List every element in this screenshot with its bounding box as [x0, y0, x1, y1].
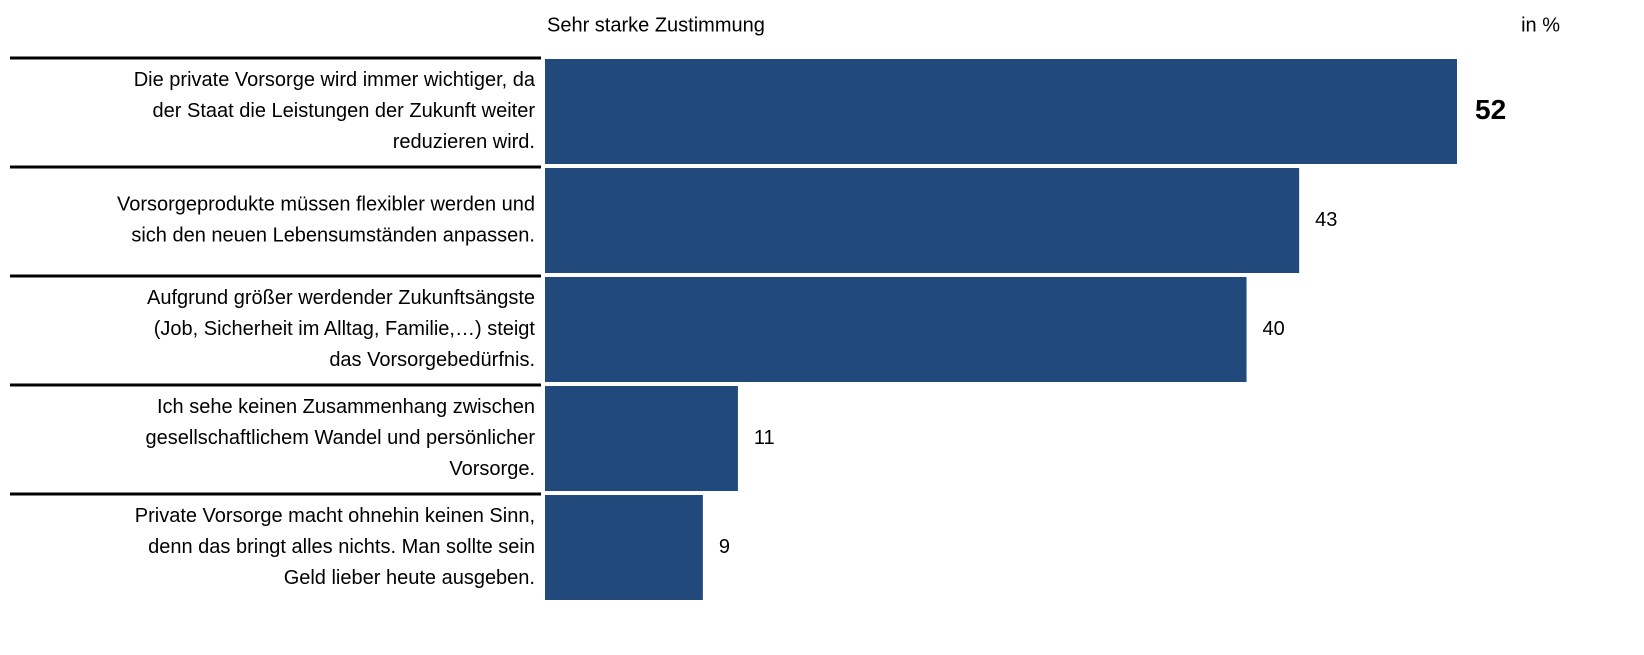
category-label: reduzieren wird. [393, 131, 535, 153]
bar [545, 277, 1247, 382]
category-label: Die private Vorsorge wird immer wichtige… [134, 69, 536, 91]
category-label: Ich sehe keinen Zusammenhang zwischen [157, 396, 535, 418]
bar [545, 59, 1457, 164]
category-label: gesellschaftlichem Wandel und persönlich… [146, 427, 536, 449]
value-label: 52 [1475, 94, 1506, 125]
bar [545, 168, 1300, 273]
category-label: der Staat die Leistungen der Zukunft wei… [153, 100, 536, 122]
category-label: denn das bringt alles nichts. Man sollte… [148, 536, 535, 558]
value-label: 43 [1315, 209, 1337, 231]
category-label: das Vorsorgebedürfnis. [329, 349, 535, 371]
category-label: Geld lieber heute ausgeben. [284, 567, 535, 589]
category-label: Private Vorsorge macht ohnehin keinen Si… [135, 505, 535, 527]
chart-title: Sehr starke Zustimmung [547, 14, 765, 36]
value-label: 40 [1263, 318, 1285, 340]
category-label: Aufgrund größer werdender Zukunftsängste [147, 287, 535, 309]
value-label: 11 [754, 427, 775, 449]
category-label: Vorsorgeprodukte müssen flexibler werden… [117, 193, 535, 215]
category-label: sich den neuen Lebensumständen anpassen. [131, 224, 535, 246]
category-label: Vorsorge. [449, 458, 535, 480]
unit-label: in % [1521, 14, 1560, 36]
category-label: (Job, Sicherheit im Alltag, Familie,…) s… [154, 318, 536, 340]
value-label: 9 [719, 536, 730, 558]
bar [545, 495, 703, 600]
bar [545, 386, 738, 491]
